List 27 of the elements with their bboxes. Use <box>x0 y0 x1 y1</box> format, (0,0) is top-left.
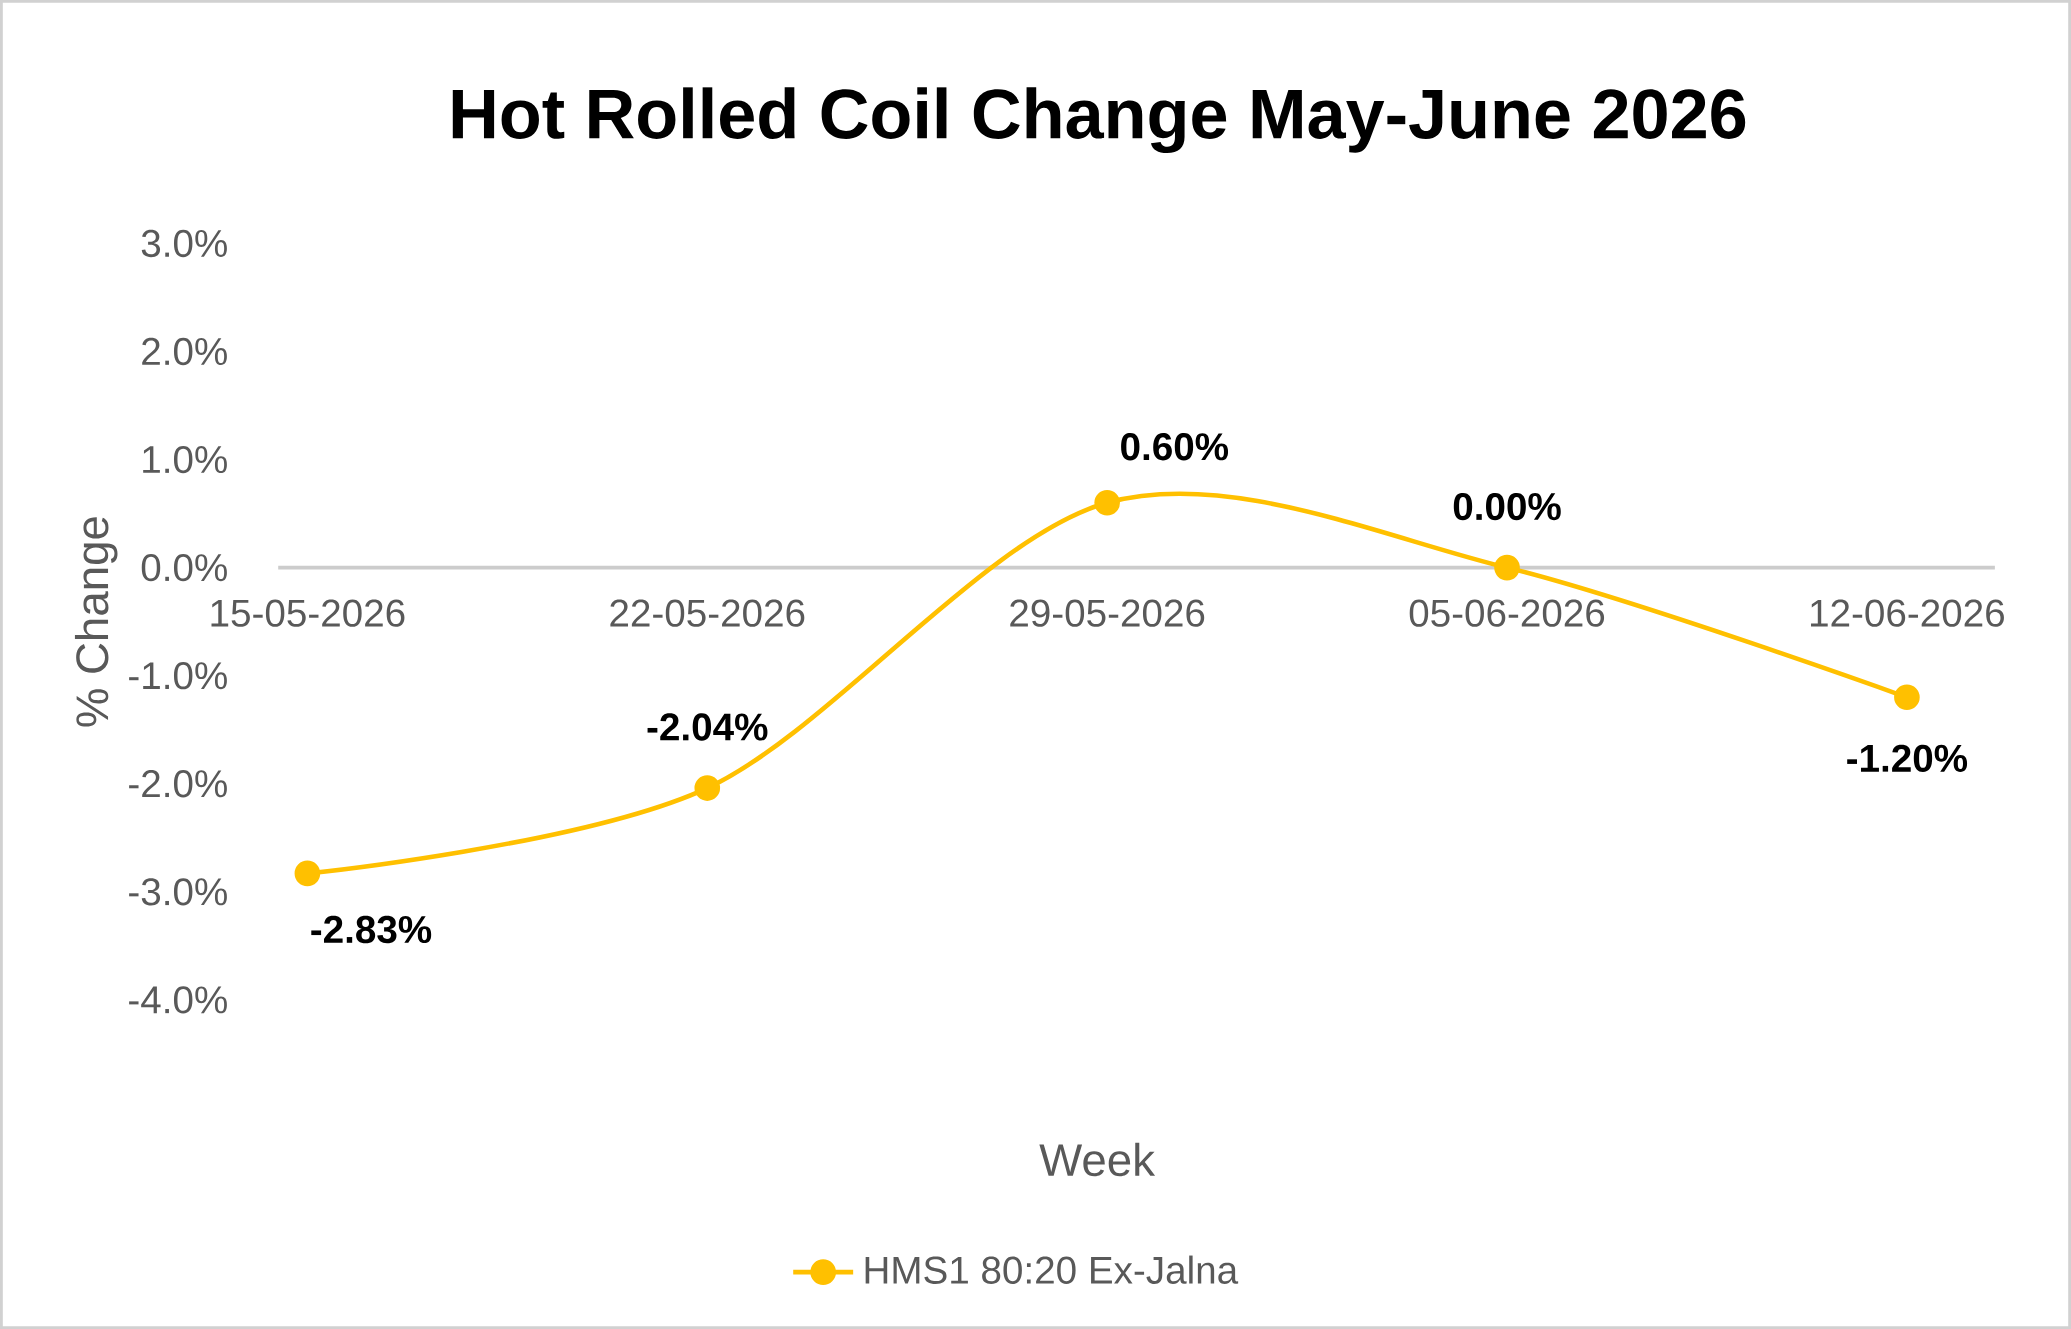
x-tick-label: 22-05-2026 <box>610 599 805 627</box>
x-tick-label: 05-06-2026 <box>1409 599 1605 627</box>
y-tick-label: -1.0% <box>129 662 227 690</box>
data-label: -2.04% <box>647 713 768 741</box>
legend-label: HMS1 80:20 Ex-Jalna <box>865 1255 1239 1284</box>
y-tick-label: -2.0% <box>129 770 227 798</box>
point <box>294 860 321 887</box>
data-label: -1.20% <box>1847 744 1968 773</box>
y-tick-label: -4.0% <box>129 986 227 1014</box>
chart-title: Hot Rolled Coil Change May-June 2026 <box>452 87 1746 154</box>
data-label: -2.83% <box>311 915 432 944</box>
y-axis-title: % Change <box>74 517 118 727</box>
x-axis-title: Week <box>1039 1142 1156 1177</box>
y-tick-label: 2.0% <box>142 337 227 366</box>
y-tick-label: -3.0% <box>129 878 227 906</box>
point <box>1494 554 1520 581</box>
x-tick-label: 29-05-2026 <box>1010 599 1205 627</box>
point <box>694 775 721 801</box>
x-tick-label: 12-06-2026 <box>1811 599 2004 627</box>
y-tick-label: 3.0% <box>141 229 227 258</box>
data-label: 0.00% <box>1453 492 1561 521</box>
point <box>1894 684 1920 711</box>
y-tick-label: 1.0% <box>143 445 227 474</box>
point <box>1094 489 1120 516</box>
data-label: 0.60% <box>1121 433 1229 461</box>
x-tick-label: 15-05-2026 <box>211 599 405 627</box>
y-tick-label: 0.0% <box>141 553 227 582</box>
